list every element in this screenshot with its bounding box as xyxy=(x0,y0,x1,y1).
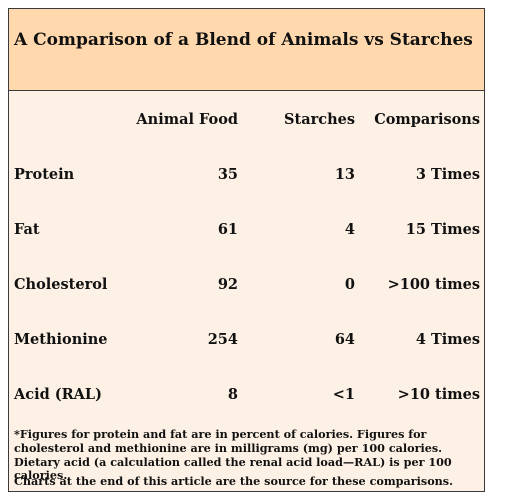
starches-value: 13 xyxy=(334,166,355,183)
starches-value: <1 xyxy=(332,386,355,403)
table-row-fat: Fat 61 4 15 Times xyxy=(9,220,484,240)
row-label: Cholesterol xyxy=(14,276,108,293)
starches-value: 64 xyxy=(334,331,355,348)
animal-food-value: 61 xyxy=(217,221,238,238)
comparison-value: 15 Times xyxy=(405,221,480,238)
card-title: A Comparison of a Blend of Animals vs St… xyxy=(14,30,473,50)
starches-value: 0 xyxy=(344,276,355,293)
footnote: *Figures for protein and fat are in perc… xyxy=(14,427,452,483)
comparison-value: 4 Times xyxy=(415,331,480,348)
animal-food-value: 254 xyxy=(207,331,238,348)
comparison-value: >10 times xyxy=(397,386,480,403)
table-row-methionine: Methionine 254 64 4 Times xyxy=(9,330,484,350)
animal-food-value: 8 xyxy=(227,386,238,403)
comparison-value: 3 Times xyxy=(415,166,480,183)
row-label: Methionine xyxy=(14,331,108,348)
column-header-row: Animal Food Starches Comparisons xyxy=(9,110,484,130)
comparison-card: A Comparison of a Blend of Animals vs St… xyxy=(8,8,485,492)
source-note: Charts at the end of this article are th… xyxy=(14,474,453,488)
table-row-protein: Protein 35 13 3 Times xyxy=(9,165,484,185)
column-header-starches: Starches xyxy=(284,111,355,128)
column-header-animal-food: Animal Food xyxy=(136,111,238,128)
column-header-comparisons: Comparisons xyxy=(374,111,480,128)
table-row-cholesterol: Cholesterol 92 0 >100 times xyxy=(9,275,484,295)
animal-food-value: 92 xyxy=(217,276,238,293)
comparison-value: >100 times xyxy=(387,276,480,293)
animal-food-value: 35 xyxy=(217,166,238,183)
row-label: Fat xyxy=(14,221,40,238)
row-label: Protein xyxy=(14,166,75,183)
table-row-acid-ral: Acid (RAL) 8 <1 >10 times xyxy=(9,385,484,405)
starches-value: 4 xyxy=(344,221,355,238)
row-label: Acid (RAL) xyxy=(14,386,102,403)
card-header: A Comparison of a Blend of Animals vs St… xyxy=(9,9,484,91)
